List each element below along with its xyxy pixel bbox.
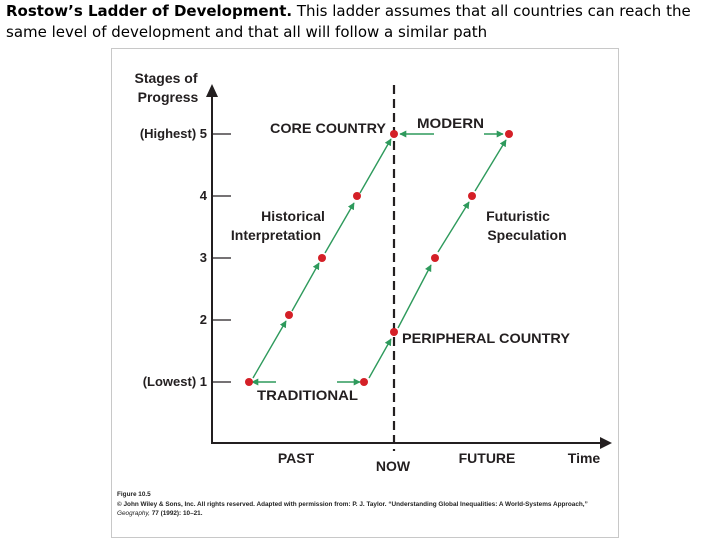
y-tick-2: 2 bbox=[200, 312, 207, 327]
point-traditional-now bbox=[360, 378, 368, 386]
label-core-country: CORE COUNTRY bbox=[270, 120, 387, 136]
x-axis-arrowhead-icon bbox=[600, 437, 612, 449]
point-futuristic-4 bbox=[468, 192, 476, 200]
figure-number: Figure 10.5 bbox=[117, 491, 151, 498]
point-historical-3 bbox=[318, 254, 326, 262]
title-lead: Rostow’s Ladder of Development. bbox=[6, 2, 293, 20]
y-axis-arrowhead-icon bbox=[206, 84, 218, 97]
label-historical-line2: Interpretation bbox=[231, 227, 321, 243]
label-futuristic-line2: Speculation bbox=[487, 227, 566, 243]
y-ticks: (Highest) 5 4 3 2 (Lowest) 1 bbox=[140, 126, 231, 389]
y-tick-3: 3 bbox=[200, 250, 207, 265]
figure-citation: 77 (1992): 10–21. bbox=[149, 510, 203, 517]
point-core-now bbox=[390, 130, 398, 138]
slide-title: Rostow’s Ladder of Development. This lad… bbox=[6, 1, 718, 43]
point-historical-4 bbox=[353, 192, 361, 200]
label-modern: MODERN bbox=[417, 115, 484, 131]
point-traditional-past bbox=[245, 378, 253, 386]
futuristic-ladder-arrows bbox=[368, 139, 507, 379]
x-label-past: PAST bbox=[278, 450, 315, 466]
figure-credit: © John Wiley & Sons, Inc. All rights res… bbox=[117, 500, 588, 508]
y-axis-title-line1: Stages of bbox=[134, 70, 197, 86]
label-futuristic-line1: Futuristic bbox=[486, 208, 550, 224]
label-historical-line1: Historical bbox=[261, 208, 325, 224]
y-tick-4: 4 bbox=[200, 188, 208, 203]
point-futuristic-3 bbox=[431, 254, 439, 262]
label-peripheral-country: PERIPHERAL COUNTRY bbox=[402, 330, 571, 346]
figure-journal: Geography, bbox=[117, 510, 150, 517]
y-axis-title-line2: Progress bbox=[138, 89, 199, 105]
historical-ladder-arrows bbox=[252, 138, 392, 379]
figure-frame: Stages of Progress (Highest) 5 4 3 2 (Lo… bbox=[111, 48, 619, 538]
y-tick-5: (Highest) 5 bbox=[140, 126, 207, 141]
point-historical-2 bbox=[285, 311, 293, 319]
stage-points bbox=[245, 130, 513, 386]
label-traditional: TRADITIONAL bbox=[257, 387, 358, 403]
horizontal-arrows bbox=[251, 130, 504, 386]
title-rest: This ladder assumes that all countries c… bbox=[6, 2, 691, 41]
point-modern-future bbox=[505, 130, 513, 138]
point-peripheral-now bbox=[390, 328, 398, 336]
y-tick-1: (Lowest) 1 bbox=[143, 374, 207, 389]
x-axis-title: Time bbox=[568, 450, 601, 466]
x-label-now: NOW bbox=[376, 458, 411, 474]
figure-caption: Figure 10.5 © John Wiley & Sons, Inc. Al… bbox=[117, 490, 615, 519]
x-label-future: FUTURE bbox=[459, 450, 516, 466]
ladder-diagram: Stages of Progress (Highest) 5 4 3 2 (Lo… bbox=[134, 70, 612, 474]
